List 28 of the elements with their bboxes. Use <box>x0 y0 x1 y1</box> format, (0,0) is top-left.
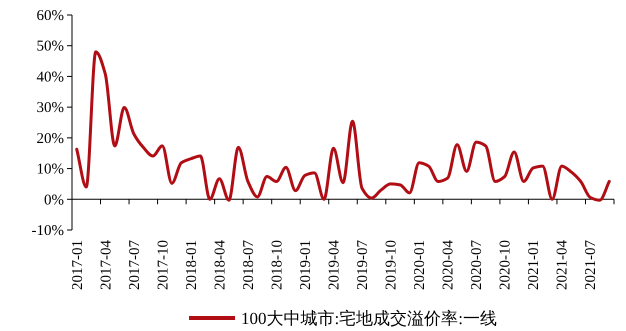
x-tick-label: 2017-07 <box>126 240 143 290</box>
x-tick-label: 2019-04 <box>326 240 342 290</box>
y-tick-label: -10% <box>32 223 64 239</box>
x-tick-label: 2019-07 <box>355 240 372 290</box>
x-tick-label: 2021-01 <box>526 240 542 290</box>
x-tick-label: 2017-04 <box>98 240 114 290</box>
y-tick-label: 20% <box>36 130 64 147</box>
x-tick-label: 2018-10 <box>269 240 286 290</box>
x-tick-label: 2018-07 <box>240 240 257 290</box>
x-tick-label: 2018-04 <box>212 240 228 290</box>
x-tick-label: 2020-01 <box>412 240 428 290</box>
y-tick-label: 40% <box>36 69 64 86</box>
x-tick-label: 2017-10 <box>155 240 172 290</box>
y-tick-label: 30% <box>36 100 64 116</box>
x-tick-label: 2020-10 <box>498 240 514 290</box>
x-tick-label: 2021-04 <box>554 240 571 290</box>
x-tick-label: 2018-01 <box>184 240 200 290</box>
x-tick-label: 2017-01 <box>70 240 86 290</box>
legend-label: 100大中城市:宅地成交溢价率:一线 <box>241 309 497 328</box>
x-tick-label: 2019-10 <box>384 240 400 290</box>
y-tick-label: 0% <box>44 192 64 208</box>
x-tick-label: 2021-07 <box>583 240 600 290</box>
y-tick-label: 60% <box>36 8 64 24</box>
y-tick-label: 50% <box>36 38 64 55</box>
x-tick-label: 2020-04 <box>440 240 457 290</box>
x-tick-label: 2020-07 <box>469 240 486 290</box>
y-tick-label: 10% <box>36 162 64 178</box>
x-tick-label: 2019-01 <box>298 240 314 290</box>
